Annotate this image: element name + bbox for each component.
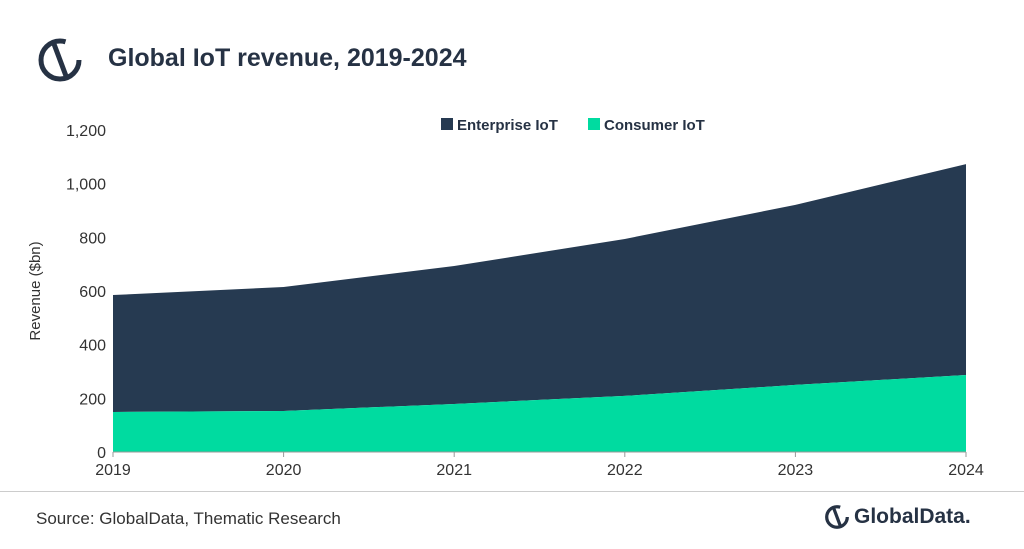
- y-tick-label: 0: [97, 445, 106, 462]
- brand-logo: GlobalData.: [824, 504, 971, 530]
- x-tick-label: 2024: [948, 462, 984, 479]
- x-tick-label: 2021: [436, 462, 472, 479]
- x-tick-label: 2023: [778, 462, 814, 479]
- brand-name: GlobalData.: [854, 505, 971, 528]
- globaldata-logo-icon: [36, 36, 84, 89]
- legend-swatch: [588, 118, 600, 130]
- legend-swatch: [441, 118, 453, 130]
- y-axis-label: Revenue ($bn): [27, 241, 44, 340]
- y-tick-label: 1,200: [66, 123, 106, 140]
- x-tick-label: 2019: [95, 462, 131, 479]
- footer-divider: [0, 491, 1024, 492]
- y-tick-label: 200: [79, 391, 106, 408]
- x-tick-label: 2020: [266, 462, 302, 479]
- globaldata-logo-icon: [825, 505, 849, 529]
- x-tick-label: 2022: [607, 462, 643, 479]
- area-enterprise-iot: [113, 164, 966, 413]
- y-tick-label: 800: [79, 230, 106, 247]
- source-note: Source: GlobalData, Thematic Research: [36, 509, 341, 528]
- legend-label: Enterprise IoT: [457, 117, 558, 134]
- chart-title: Global IoT revenue, 2019-2024: [108, 44, 467, 72]
- area-consumer-iot: [113, 374, 966, 452]
- y-tick-label: 1,000: [66, 177, 106, 194]
- y-tick-label: 600: [79, 284, 106, 301]
- legend-label: Consumer IoT: [604, 117, 705, 134]
- y-tick-label: 400: [79, 338, 106, 355]
